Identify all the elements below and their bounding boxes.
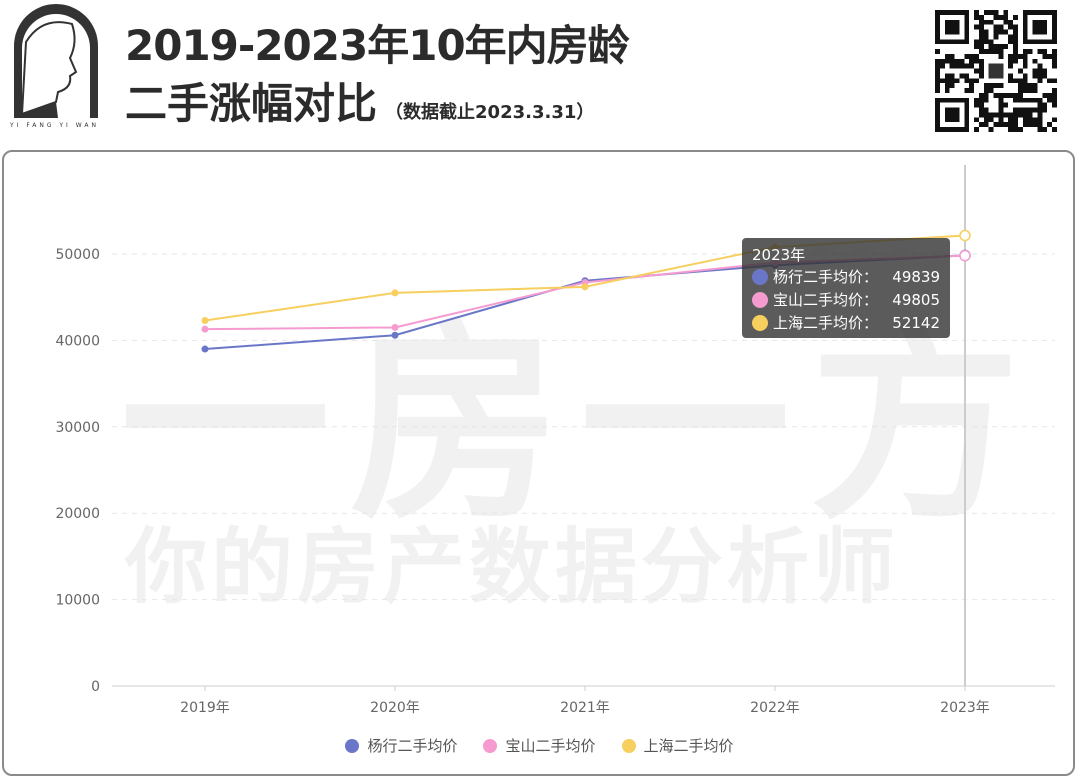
tooltip-title: 2023年 xyxy=(752,246,806,264)
tooltip-row: 上海二手均价： 52142 xyxy=(752,311,940,334)
data-point xyxy=(959,229,971,242)
data-point xyxy=(201,325,209,333)
y-tick-label: 40000 xyxy=(55,333,100,349)
page-subtitle: 二手涨幅对比 （数据截止2023.3.31） xyxy=(125,79,595,128)
tooltip-row: 宝山二手均价： 49805 xyxy=(752,288,940,311)
x-tick-label: 2021年 xyxy=(560,700,610,716)
page-title: 2019-2023年10年内房龄 xyxy=(125,21,630,70)
qr-code xyxy=(935,10,1057,132)
legend-dot-icon xyxy=(621,738,636,753)
tooltip-value: 52142 xyxy=(892,313,940,332)
series-dot-icon xyxy=(752,291,768,308)
y-tick-label: 10000 xyxy=(55,593,100,609)
data-point xyxy=(201,317,209,325)
data-point xyxy=(391,323,399,331)
data-point xyxy=(959,249,971,262)
legend-item-shanghai[interactable]: 上海二手均价 xyxy=(621,735,734,756)
tooltip-label: 宝山二手均价： xyxy=(773,291,879,309)
x-tick-label: 2019年 xyxy=(180,700,230,716)
tooltip-row: 杨行二手均价： 49839 xyxy=(752,265,940,288)
data-point xyxy=(391,331,399,339)
logo-caption: YI FANG YI WAN xyxy=(10,122,99,129)
legend-item-yanghang[interactable]: 杨行二手均价 xyxy=(345,735,457,756)
tooltip-value: 49805 xyxy=(892,290,940,309)
legend-label: 上海二手均价 xyxy=(643,737,734,755)
data-point xyxy=(391,289,399,297)
data-point xyxy=(201,345,209,353)
chart-frame xyxy=(2,150,1075,776)
tooltip-label: 杨行二手均价： xyxy=(773,268,879,286)
series-dot-icon xyxy=(752,314,768,331)
logo xyxy=(14,4,98,118)
legend-label: 宝山二手均价 xyxy=(505,737,596,755)
y-tick-label: 30000 xyxy=(55,420,100,436)
legend-label: 杨行二手均价 xyxy=(367,737,458,755)
legend-item-baoshan[interactable]: 宝山二手均价 xyxy=(483,735,596,756)
x-tick-label: 2020年 xyxy=(370,700,420,716)
series-dot-icon xyxy=(752,268,768,285)
y-tick-label: 0 xyxy=(91,679,100,695)
data-cutoff-note: （数据截止2023.3.31） xyxy=(385,102,595,123)
y-tick-label: 50000 xyxy=(55,247,100,263)
x-tick-label: 2023年 xyxy=(940,700,990,716)
y-tick-label: 20000 xyxy=(55,506,100,522)
legend-dot-icon xyxy=(345,738,360,753)
tooltip: 2023年 杨行二手均价： 49839 宝山二手均价： 49805 上海二手均价： 5… xyxy=(742,238,950,338)
x-tick-label: 2022年 xyxy=(750,700,800,716)
tooltip-value: 49839 xyxy=(892,267,940,286)
tooltip-label: 上海二手均价： xyxy=(773,314,879,332)
legend-dot-icon xyxy=(483,738,498,753)
legend: 杨行二手均价 宝山二手均价 上海二手均价 xyxy=(0,735,1079,756)
data-point xyxy=(581,283,589,291)
